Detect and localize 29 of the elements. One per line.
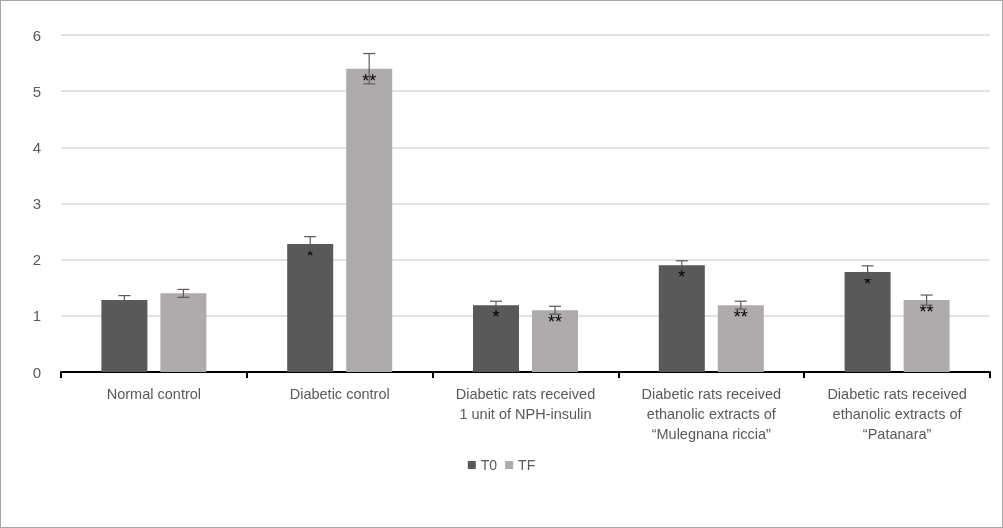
y-tick-label: 3 [32,195,41,212]
y-tick-label: 2 [32,251,41,269]
x-tick-label: Diabetic rats received ethanolic extracts of “Mulegnana riccia” [641,386,782,442]
bar [532,310,578,372]
x-tick-label: Diabetic rats received ethanolic extracts of “Patanara” [827,386,967,442]
bar [473,305,519,372]
bar [903,300,950,372]
bar [346,68,393,372]
x-tick-label: Normal control [106,386,202,402]
data-label: * [306,245,314,266]
bar [717,305,764,372]
data-label: ** [547,312,563,333]
bar [658,265,705,372]
legend-label: T0 [480,457,498,473]
y-tick-label: 6 [32,26,41,44]
y-tick-label: 0 [32,363,41,381]
y-tick-label: 5 [32,82,41,100]
bar [101,300,148,372]
data-label: ** [362,70,377,91]
x-tick-label: Diabetic control [289,386,390,402]
data-label: ** [919,302,934,323]
data-label: * [492,307,500,328]
x-tick-label: Diabetic rats received 1 unit of NPH-insulin [455,386,596,422]
y-tick-label: 1 [32,307,41,325]
data-label: * [678,267,686,288]
data-label: ** [733,307,748,328]
y-tick-label: 4 [32,138,41,156]
bar [160,293,207,372]
legend-label: TF [518,457,536,473]
